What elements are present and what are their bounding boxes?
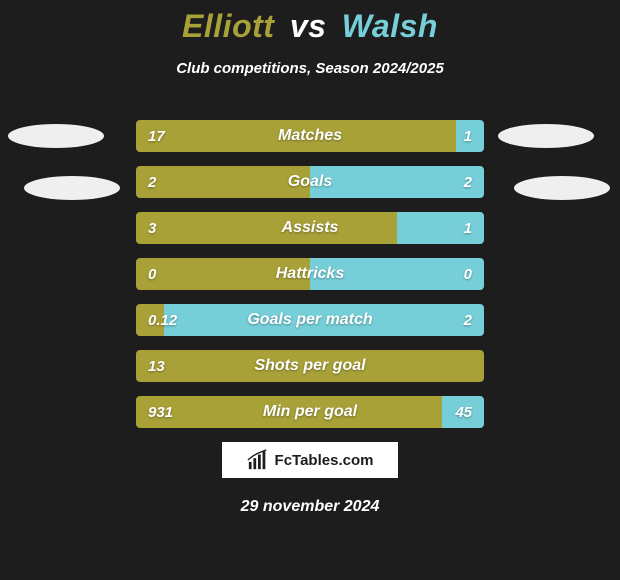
logo-text: FcTables.com [275,452,374,469]
stat-row: 0.122Goals per match [136,304,484,336]
decor-ellipse [8,124,104,148]
fctables-logo: FcTables.com [220,440,400,480]
stat-bar-left [136,166,310,198]
stat-bar-right [310,166,484,198]
stat-bar-left [136,120,456,152]
bar-chart-icon [247,449,269,471]
stat-row: 93145Min per goal [136,396,484,428]
stat-value-right: 1 [464,212,472,244]
stat-bar-left [136,212,397,244]
comparison-infographic: Elliott vs Walsh Club competitions, Seas… [0,0,620,580]
stat-row: 31Assists [136,212,484,244]
stat-value-right: 2 [464,166,472,198]
stat-value-left: 0 [148,258,156,290]
stat-row: 171Matches [136,120,484,152]
stat-bar-left [136,350,484,382]
stat-value-left: 931 [148,396,173,428]
decor-ellipse [498,124,594,148]
stat-bar-right [164,304,484,336]
title-vs: vs [290,8,327,44]
stat-bar-right [310,258,484,290]
title: Elliott vs Walsh [0,8,620,45]
stat-row: 22Goals [136,166,484,198]
decor-ellipse [514,176,610,200]
title-player2: Walsh [342,8,438,44]
decor-ellipse [24,176,120,200]
stat-bar-left [136,396,442,428]
stat-row: 13Shots per goal [136,350,484,382]
stat-value-left: 2 [148,166,156,198]
stat-value-right: 0 [464,258,472,290]
title-player1: Elliott [182,8,274,44]
stat-value-left: 3 [148,212,156,244]
stat-value-right: 45 [455,396,472,428]
stat-value-left: 17 [148,120,165,152]
stat-row: 00Hattricks [136,258,484,290]
stat-value-right: 2 [464,304,472,336]
subtitle: Club competitions, Season 2024/2025 [0,60,620,77]
footer-date: 29 november 2024 [0,498,620,516]
stat-value-right: 1 [464,120,472,152]
stat-value-left: 13 [148,350,165,382]
comparison-chart: 171Matches22Goals31Assists00Hattricks0.1… [136,120,484,442]
stat-value-left: 0.12 [148,304,177,336]
stat-bar-left [136,258,310,290]
